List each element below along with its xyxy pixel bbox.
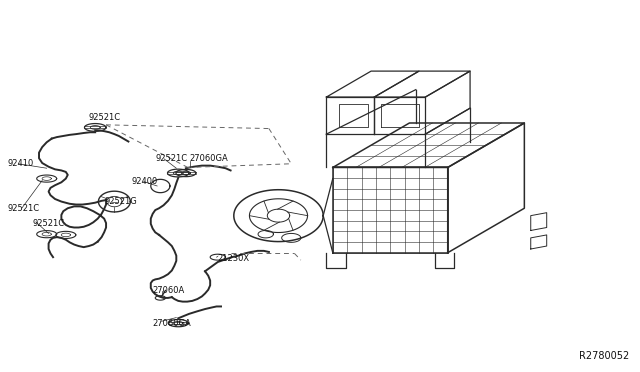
Text: 27060GA: 27060GA: [189, 154, 228, 163]
Text: 27060A: 27060A: [153, 286, 185, 295]
Text: 92400: 92400: [132, 177, 158, 186]
Text: 92410: 92410: [7, 159, 33, 168]
Text: 92521C: 92521C: [7, 204, 39, 213]
Text: 21230X: 21230X: [218, 254, 250, 263]
Text: 92521C: 92521C: [89, 113, 121, 122]
Text: R2780052: R2780052: [579, 351, 630, 361]
Text: 27060GA: 27060GA: [153, 319, 191, 328]
Text: 92521C: 92521C: [156, 154, 188, 163]
Text: 92521C: 92521C: [33, 219, 65, 228]
Text: 92521G: 92521G: [104, 197, 137, 206]
